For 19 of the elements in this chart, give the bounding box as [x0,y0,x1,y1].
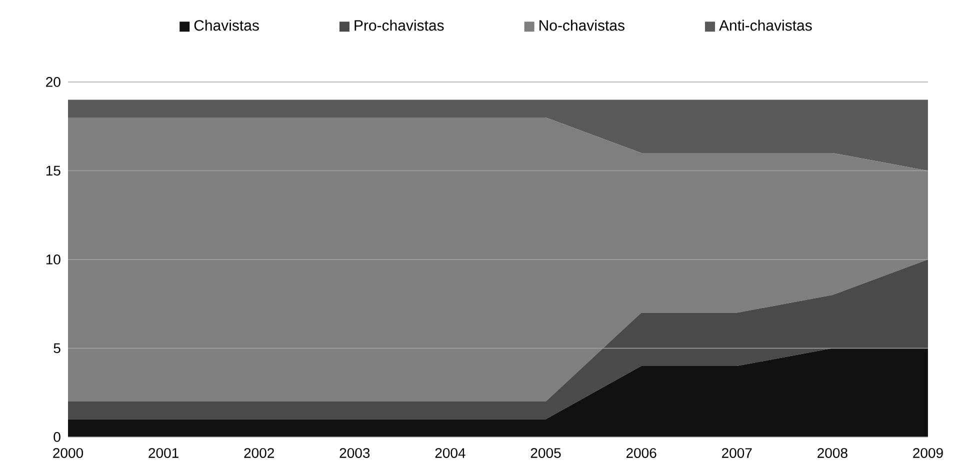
y-tick-label: 10 [46,254,60,264]
legend-label: Pro-chavistas [354,20,444,31]
y-tick-label: 20 [46,77,60,87]
legend-label: Chavistas [194,20,259,31]
x-tick-label: 2001 [148,448,178,458]
x-tick-label: 2008 [818,448,848,458]
legend-label: Anti-chavistas [719,20,812,31]
y-tick-label: 5 [54,343,60,354]
x-tick-label: 2000 [53,448,84,458]
x-tick-label: 2002 [244,448,274,458]
y-tick-label: 15 [46,166,60,176]
legend-label: No-chavistas [540,20,624,31]
x-tick-label: 2009 [913,448,943,458]
x-tick-label: 2007 [722,448,752,458]
x-tick-label: 2003 [340,448,370,458]
x-tick-label: 2006 [626,448,656,458]
x-tick-label: 2004 [435,448,466,458]
x-tick-label: 2005 [530,448,561,458]
y-tick-label: 0 [54,432,60,442]
